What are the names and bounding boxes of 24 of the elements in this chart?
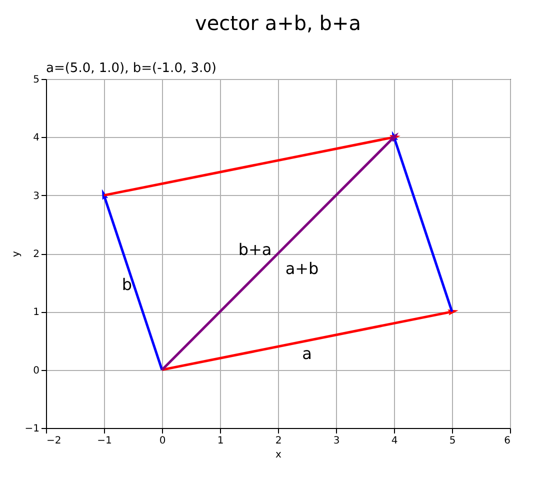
y-tick-label: 1: [33, 307, 40, 318]
x-tick-label: 2: [275, 436, 282, 446]
x-tick-label: −2: [46, 436, 62, 446]
y-tick-label: −1: [24, 424, 40, 434]
y-tick-label: 4: [33, 132, 40, 144]
x-tick-label: 5: [449, 436, 456, 446]
y-tick-label: 3: [33, 190, 40, 202]
y-tick-label: 5: [33, 74, 40, 86]
x-tick-label: 3: [333, 436, 340, 446]
y-tick-label: 0: [33, 365, 40, 376]
annotation: b+a: [238, 240, 272, 259]
chart-subtitle: a=(5.0, 1.0), b=(-1.0, 3.0): [46, 61, 216, 76]
x-axis-title: x: [276, 450, 282, 460]
annotation: b: [122, 275, 132, 294]
y-axis-title: y: [10, 250, 22, 257]
y-tick-label: 2: [33, 249, 40, 260]
x-tick-label: 1: [217, 436, 224, 446]
x-tick-label: 4: [391, 436, 398, 446]
x-tick-label: 0: [159, 436, 166, 446]
chart-title: vector a+b, b+a: [195, 11, 361, 35]
x-tick-label: −1: [97, 436, 112, 446]
annotation: a: [302, 344, 312, 363]
x-tick-label: 6: [504, 436, 510, 446]
annotation: a+b: [285, 259, 319, 278]
